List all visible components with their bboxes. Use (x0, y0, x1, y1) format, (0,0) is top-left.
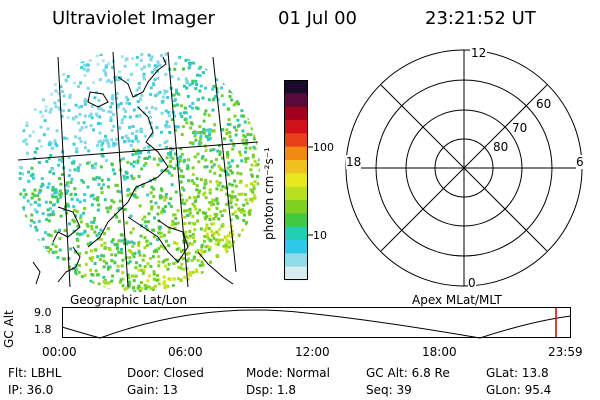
timeline-xtick-1800: 18:00 (422, 345, 457, 359)
timeline-ytick-1-8: 1.8 (34, 323, 52, 336)
mlt-label-6: 6 (576, 155, 584, 169)
colorbar (284, 80, 313, 281)
colorbar-segment (284, 80, 308, 94)
colorbar-segment (284, 106, 308, 121)
polar-diagonal-2 (380, 84, 548, 252)
orbit-altitude-timeline (61, 307, 572, 339)
status-flt: Flt: LBHL (8, 366, 62, 380)
colorbar-segment (284, 253, 308, 268)
timeline-frame (62, 307, 571, 338)
colorbar-tick-100: 100 (313, 141, 334, 154)
timeline-y-label: GC Alt (2, 310, 16, 348)
colorbar-unit-label: photon cm⁻²s⁻¹ (262, 147, 276, 240)
colorbar-segment (284, 266, 308, 281)
timeline-ytick-9: 9.0 (34, 306, 52, 319)
timeline-xtick-1200: 12:00 (295, 345, 330, 359)
lat-label-80: 80 (493, 140, 509, 154)
mlt-label-18: 18 (346, 155, 362, 169)
colorbar-segment (284, 173, 308, 188)
status-door: Door: Closed (127, 366, 204, 380)
colorbar-frame (284, 80, 308, 280)
colorbar-segment (284, 226, 308, 241)
polar-plot (345, 49, 583, 287)
colorbar-segment (284, 200, 308, 214)
geographic-image (17, 51, 260, 292)
timeline-xtick-0000: 00:00 (42, 345, 77, 359)
altitude-curve (61, 309, 572, 339)
colorbar-segment (284, 133, 308, 148)
colorbar-segment (284, 186, 308, 201)
status-dsp: Dsp: 1.8 (246, 383, 297, 397)
colorbar-segment (284, 240, 308, 254)
lat-label-60: 60 (536, 97, 552, 111)
colorbar-segment (284, 146, 308, 161)
mlt-label-0: 0 (468, 276, 476, 290)
coastlines (32, 56, 234, 285)
status-mode: Mode: Normal (246, 366, 330, 380)
colorbar-segment (284, 213, 308, 228)
mlt-label-12: 12 (470, 46, 488, 60)
colorbar-segment (284, 93, 308, 108)
status-glat: GLat: 13.8 (486, 366, 549, 380)
left-panel-caption: Geographic Lat/Lon (70, 293, 188, 307)
lat-label-70: 70 (512, 121, 528, 135)
status-ip: IP: 36.0 (8, 383, 54, 397)
instrument-title: Ultraviolet Imager (52, 8, 215, 29)
time-label: 23:21:52 UT (425, 8, 536, 29)
colorbar-segment (284, 160, 308, 174)
status-glon: GLon: 95.4 (486, 383, 552, 397)
timeline-xtick-0600: 06:00 (168, 345, 203, 359)
status-gc-alt: GC Alt: 6.8 Re (366, 366, 450, 380)
colorbar-segment (284, 120, 308, 134)
status-seq: Seq: 39 (366, 383, 412, 397)
date-label: 01 Jul 00 (278, 8, 357, 29)
timeline-xtick-2359: 23:59 (548, 345, 583, 359)
lat-lon-grid (17, 51, 259, 288)
status-gain: Gain: 13 (127, 383, 178, 397)
polar-plot-caption: Apex MLat/MLT (412, 293, 502, 307)
colorbar-tick-10: 10 (313, 229, 327, 242)
